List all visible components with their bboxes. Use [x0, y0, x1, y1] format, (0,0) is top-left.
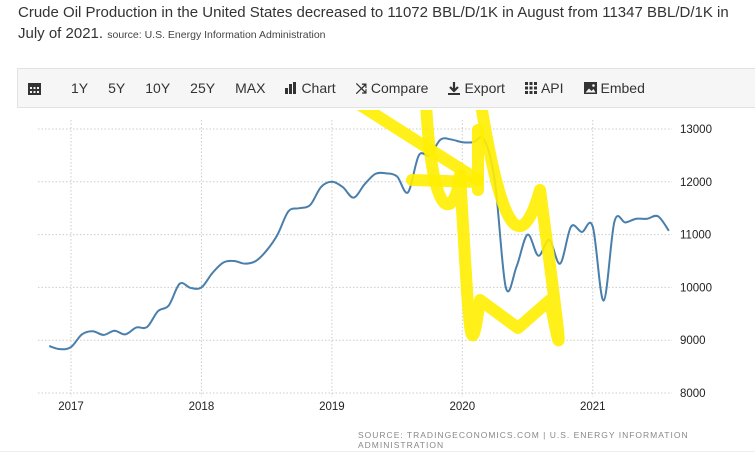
description-source: source: U.S. Energy Information Administ…	[107, 29, 326, 41]
chart-source: SOURCE: TRADINGECONOMICS.COM | U.S. ENER…	[358, 430, 689, 450]
x-tick-label: 2021	[580, 401, 606, 413]
embed-label: Embed	[600, 80, 645, 96]
x-tick-label: 2020	[450, 401, 476, 413]
chart-toolbar: 1Y 5Y 10Y 25Y MAX Chart ⤨ Compare Export …	[17, 68, 755, 108]
compare-button[interactable]: ⤨ Compare	[346, 80, 439, 97]
shuffle-icon: ⤨	[355, 79, 367, 96]
download-icon	[448, 81, 461, 95]
compare-label: Compare	[370, 80, 429, 96]
description-line1: Crude Oil Production in the United State…	[18, 4, 729, 21]
chart-button[interactable]: Chart	[275, 80, 345, 96]
description-line2: July of 2021.	[18, 25, 104, 42]
divider	[0, 451, 755, 452]
data-line	[48, 136, 670, 351]
range-5y-button[interactable]: 5Y	[108, 80, 126, 96]
range-25y-button[interactable]: 25Y	[190, 80, 216, 96]
annotation-arrow	[356, 110, 484, 186]
y-tick-label: 8000	[680, 388, 706, 400]
calendar-button[interactable]	[18, 82, 51, 95]
line-chart: 8000 9000 10000 11000 12000 13000 2017 2018 2019…	[38, 110, 712, 413]
y-tick-label: 12000	[680, 177, 712, 189]
export-button[interactable]: Export	[438, 80, 514, 96]
x-tick-label: 2018	[189, 401, 215, 413]
image-icon	[583, 82, 597, 94]
y-tick-label: 11000	[680, 230, 711, 242]
bar-chart-icon	[285, 82, 297, 94]
x-tick-label: 2017	[58, 401, 84, 413]
y-tick-label: 10000	[680, 282, 712, 294]
export-label: Export	[464, 80, 505, 96]
annotation-circle	[420, 110, 565, 347]
annotation-arrowhead	[406, 124, 484, 196]
x-tick-label: 2019	[319, 401, 345, 413]
range-max-button[interactable]: MAX	[235, 80, 266, 96]
calendar-icon	[28, 82, 41, 95]
api-label: API	[540, 80, 564, 96]
range-1y-button[interactable]: 1Y	[71, 80, 89, 96]
chart-label: Chart	[301, 80, 336, 96]
api-button[interactable]: API	[515, 80, 574, 96]
description: Crude Oil Production in the United State…	[18, 2, 755, 46]
y-tick-label: 9000	[680, 335, 706, 347]
embed-button[interactable]: Embed	[574, 80, 655, 96]
range-10y-button[interactable]: 10Y	[145, 80, 171, 96]
grid-icon	[524, 82, 537, 94]
y-tick-label: 13000	[680, 124, 712, 136]
